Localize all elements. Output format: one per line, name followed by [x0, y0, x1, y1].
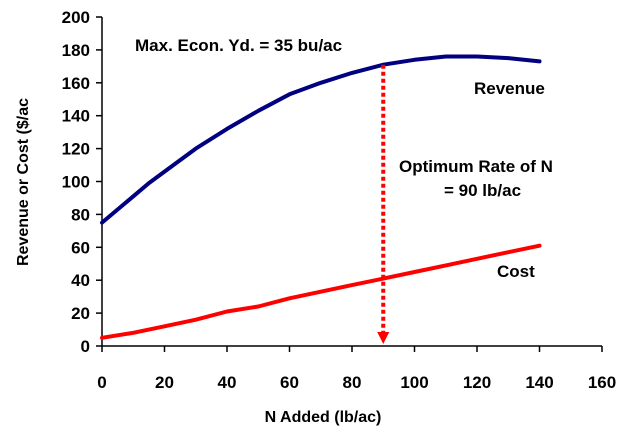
y-tick-group: 0 20 40 60 80 100 120 140 160 180 200: [62, 8, 102, 356]
x-tick-label: 80: [343, 373, 362, 392]
annotation-max-econ-yield: Max. Econ. Yd. = 35 bu/ac: [135, 36, 342, 55]
annotation-optimum-rate-line2: = 90 lb/ac: [444, 181, 521, 200]
y-tick-label: 60: [71, 238, 90, 257]
annotation-optimum-rate-line1: Optimum Rate of N: [399, 157, 553, 176]
x-tick-label: 100: [400, 373, 428, 392]
x-tick-label: 60: [280, 373, 299, 392]
x-axis-title: N Added (lb/ac): [265, 409, 382, 426]
y-tick-label: 200: [62, 8, 90, 27]
y-axis-title: Revenue or Cost ($/ac: [15, 98, 32, 266]
optimum-marker-group: [377, 64, 390, 344]
y-tick-label: 20: [71, 304, 90, 323]
y-tick-label: 0: [81, 337, 90, 356]
y-tick-label: 40: [71, 271, 90, 290]
y-tick-label: 180: [62, 41, 90, 60]
y-tick-label: 80: [71, 205, 90, 224]
y-tick-label: 160: [62, 74, 90, 93]
series-line-cost: [100, 243, 542, 340]
x-tick-label: 140: [525, 373, 553, 392]
axes: [101, 17, 602, 347]
x-tick-label: 120: [463, 373, 491, 392]
series-group: [100, 54, 542, 340]
legend-label-revenue: Revenue: [474, 79, 545, 98]
x-tick-label: 20: [155, 373, 174, 392]
y-tick-label: 140: [62, 107, 90, 126]
x-tick-label: 0: [97, 373, 106, 392]
legend-label-cost: Cost: [497, 262, 535, 281]
y-tick-label: 120: [62, 140, 90, 159]
x-tick-label: 40: [218, 373, 237, 392]
y-tick-label: 100: [62, 173, 90, 192]
x-tick-group: 0 20 40 60 80 100 120 140 160: [97, 346, 616, 392]
optimum-arrowhead-icon: [377, 332, 390, 344]
x-tick-label: 160: [588, 373, 616, 392]
series-line-revenue: [100, 54, 542, 225]
